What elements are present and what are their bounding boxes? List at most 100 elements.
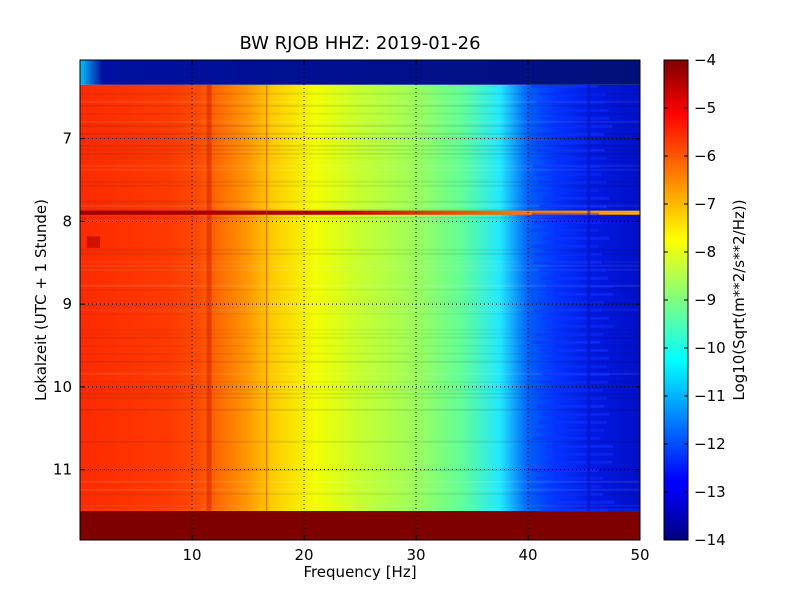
texture-stripe [80, 124, 640, 127]
texture-highfreq [539, 156, 607, 160]
texture-highfreq [542, 116, 610, 120]
texture-highfreq [533, 140, 601, 144]
texture-highfreq [530, 228, 598, 232]
texture-stripe [80, 168, 640, 171]
band-1 [80, 84, 640, 512]
texture-highfreq [534, 252, 603, 256]
texture-stripe [80, 216, 640, 219]
texture-stripe [80, 120, 640, 123]
texture-highfreq [540, 508, 608, 512]
texture-highfreq [532, 212, 600, 216]
y-tick-label: 7 [62, 130, 72, 148]
texture-highfreq [533, 308, 601, 312]
texture-stripe [80, 480, 640, 483]
y-tick-label: 10 [53, 378, 72, 396]
texture-stripe [80, 388, 640, 391]
colorbar-tick-label: −11 [694, 387, 726, 405]
y-axis-label: Lokalzeit (UTC + 1 Stunde) [32, 199, 50, 401]
texture-stripe [80, 332, 640, 335]
texture-stripe [80, 200, 640, 203]
spectral-line-11hz [206, 84, 212, 512]
texture-stripe [80, 264, 640, 267]
texture-stripe [80, 392, 640, 395]
texture-stripe [80, 492, 640, 495]
texture-highfreq [534, 260, 602, 264]
texture-highfreq [534, 172, 602, 176]
texture-highfreq [546, 284, 614, 288]
x-axis-label: Frequency [Hz] [303, 563, 416, 581]
texture-highfreq [530, 84, 598, 88]
texture-highfreq [532, 164, 601, 168]
y-tick-label: 11 [53, 461, 72, 479]
texture-highfreq [541, 108, 609, 112]
x-tick-label: 20 [294, 546, 313, 564]
colorbar-tick-label: −4 [694, 51, 716, 69]
texture-stripe [80, 488, 640, 491]
texture-highfreq [534, 484, 602, 488]
texture-highfreq [539, 420, 607, 424]
texture-highfreq [540, 276, 608, 280]
colorbar-tick-label: −7 [694, 195, 716, 213]
colorbar-tick-label: −8 [694, 243, 716, 261]
y-tick-label: 8 [62, 212, 72, 230]
texture-stripe [80, 396, 640, 399]
texture-stripe [80, 372, 640, 375]
event-blob [86, 236, 101, 248]
spectral-line-16-7hz [265, 84, 268, 512]
texture-stripe [80, 144, 640, 147]
colorbar-tick-label: −5 [694, 99, 716, 117]
texture-stripe [80, 100, 640, 103]
texture-highfreq [539, 396, 607, 400]
x-axis: 10 20 30 40 50 [182, 60, 650, 564]
x-tick-label: 50 [630, 546, 649, 564]
texture-stripe [80, 248, 640, 251]
spectral-line-45hz [587, 84, 591, 512]
texture-stripe [80, 180, 640, 183]
texture-highfreq [542, 412, 610, 416]
x-tick-label: 30 [406, 546, 425, 564]
texture-highfreq [533, 220, 602, 224]
texture-stripe [80, 132, 640, 135]
texture-stripe [80, 156, 640, 159]
texture-highfreq [532, 340, 601, 344]
texture-highfreq [536, 492, 604, 496]
texture-highfreq [540, 364, 608, 368]
texture-highfreq [537, 300, 605, 304]
texture-stripe [80, 352, 640, 355]
texture-highfreq [536, 100, 604, 104]
texture-stripe [80, 208, 640, 211]
texture-highfreq [539, 204, 607, 208]
texture-stripe [80, 328, 640, 331]
texture-stripe [80, 344, 640, 347]
colorbar-tick-label: −10 [694, 339, 726, 357]
colorbar-tick-label: −12 [694, 435, 726, 453]
texture-highfreq [536, 428, 604, 432]
texture-highfreq [542, 372, 610, 376]
y-tick-label: 9 [62, 295, 72, 313]
texture-stripe [80, 136, 640, 139]
texture-highfreq [530, 188, 598, 192]
texture-highfreq [542, 316, 610, 320]
texture-highfreq [532, 436, 600, 440]
texture-stripe [80, 92, 640, 95]
texture-highfreq [530, 244, 598, 248]
texture-highfreq [538, 180, 607, 184]
texture-highfreq [536, 332, 604, 336]
band-0 [80, 60, 640, 85]
texture-stripe [80, 308, 640, 311]
texture-stripe [80, 508, 640, 511]
texture-stripe [80, 252, 640, 255]
texture-highfreq [535, 388, 604, 392]
texture-highfreq [537, 148, 605, 152]
texture-stripe [80, 184, 640, 187]
chart-title: BW RJOB HHZ: 2019-01-26 [239, 33, 480, 54]
texture-highfreq [540, 348, 608, 352]
texture-highfreq [542, 196, 610, 200]
texture-highfreq [536, 476, 604, 480]
texture-stripe [80, 504, 640, 507]
texture-highfreq [546, 500, 614, 504]
texture-stripe [80, 260, 640, 263]
texture-highfreq [545, 124, 613, 128]
texture-stripe [80, 360, 640, 363]
texture-stripe [80, 204, 640, 207]
